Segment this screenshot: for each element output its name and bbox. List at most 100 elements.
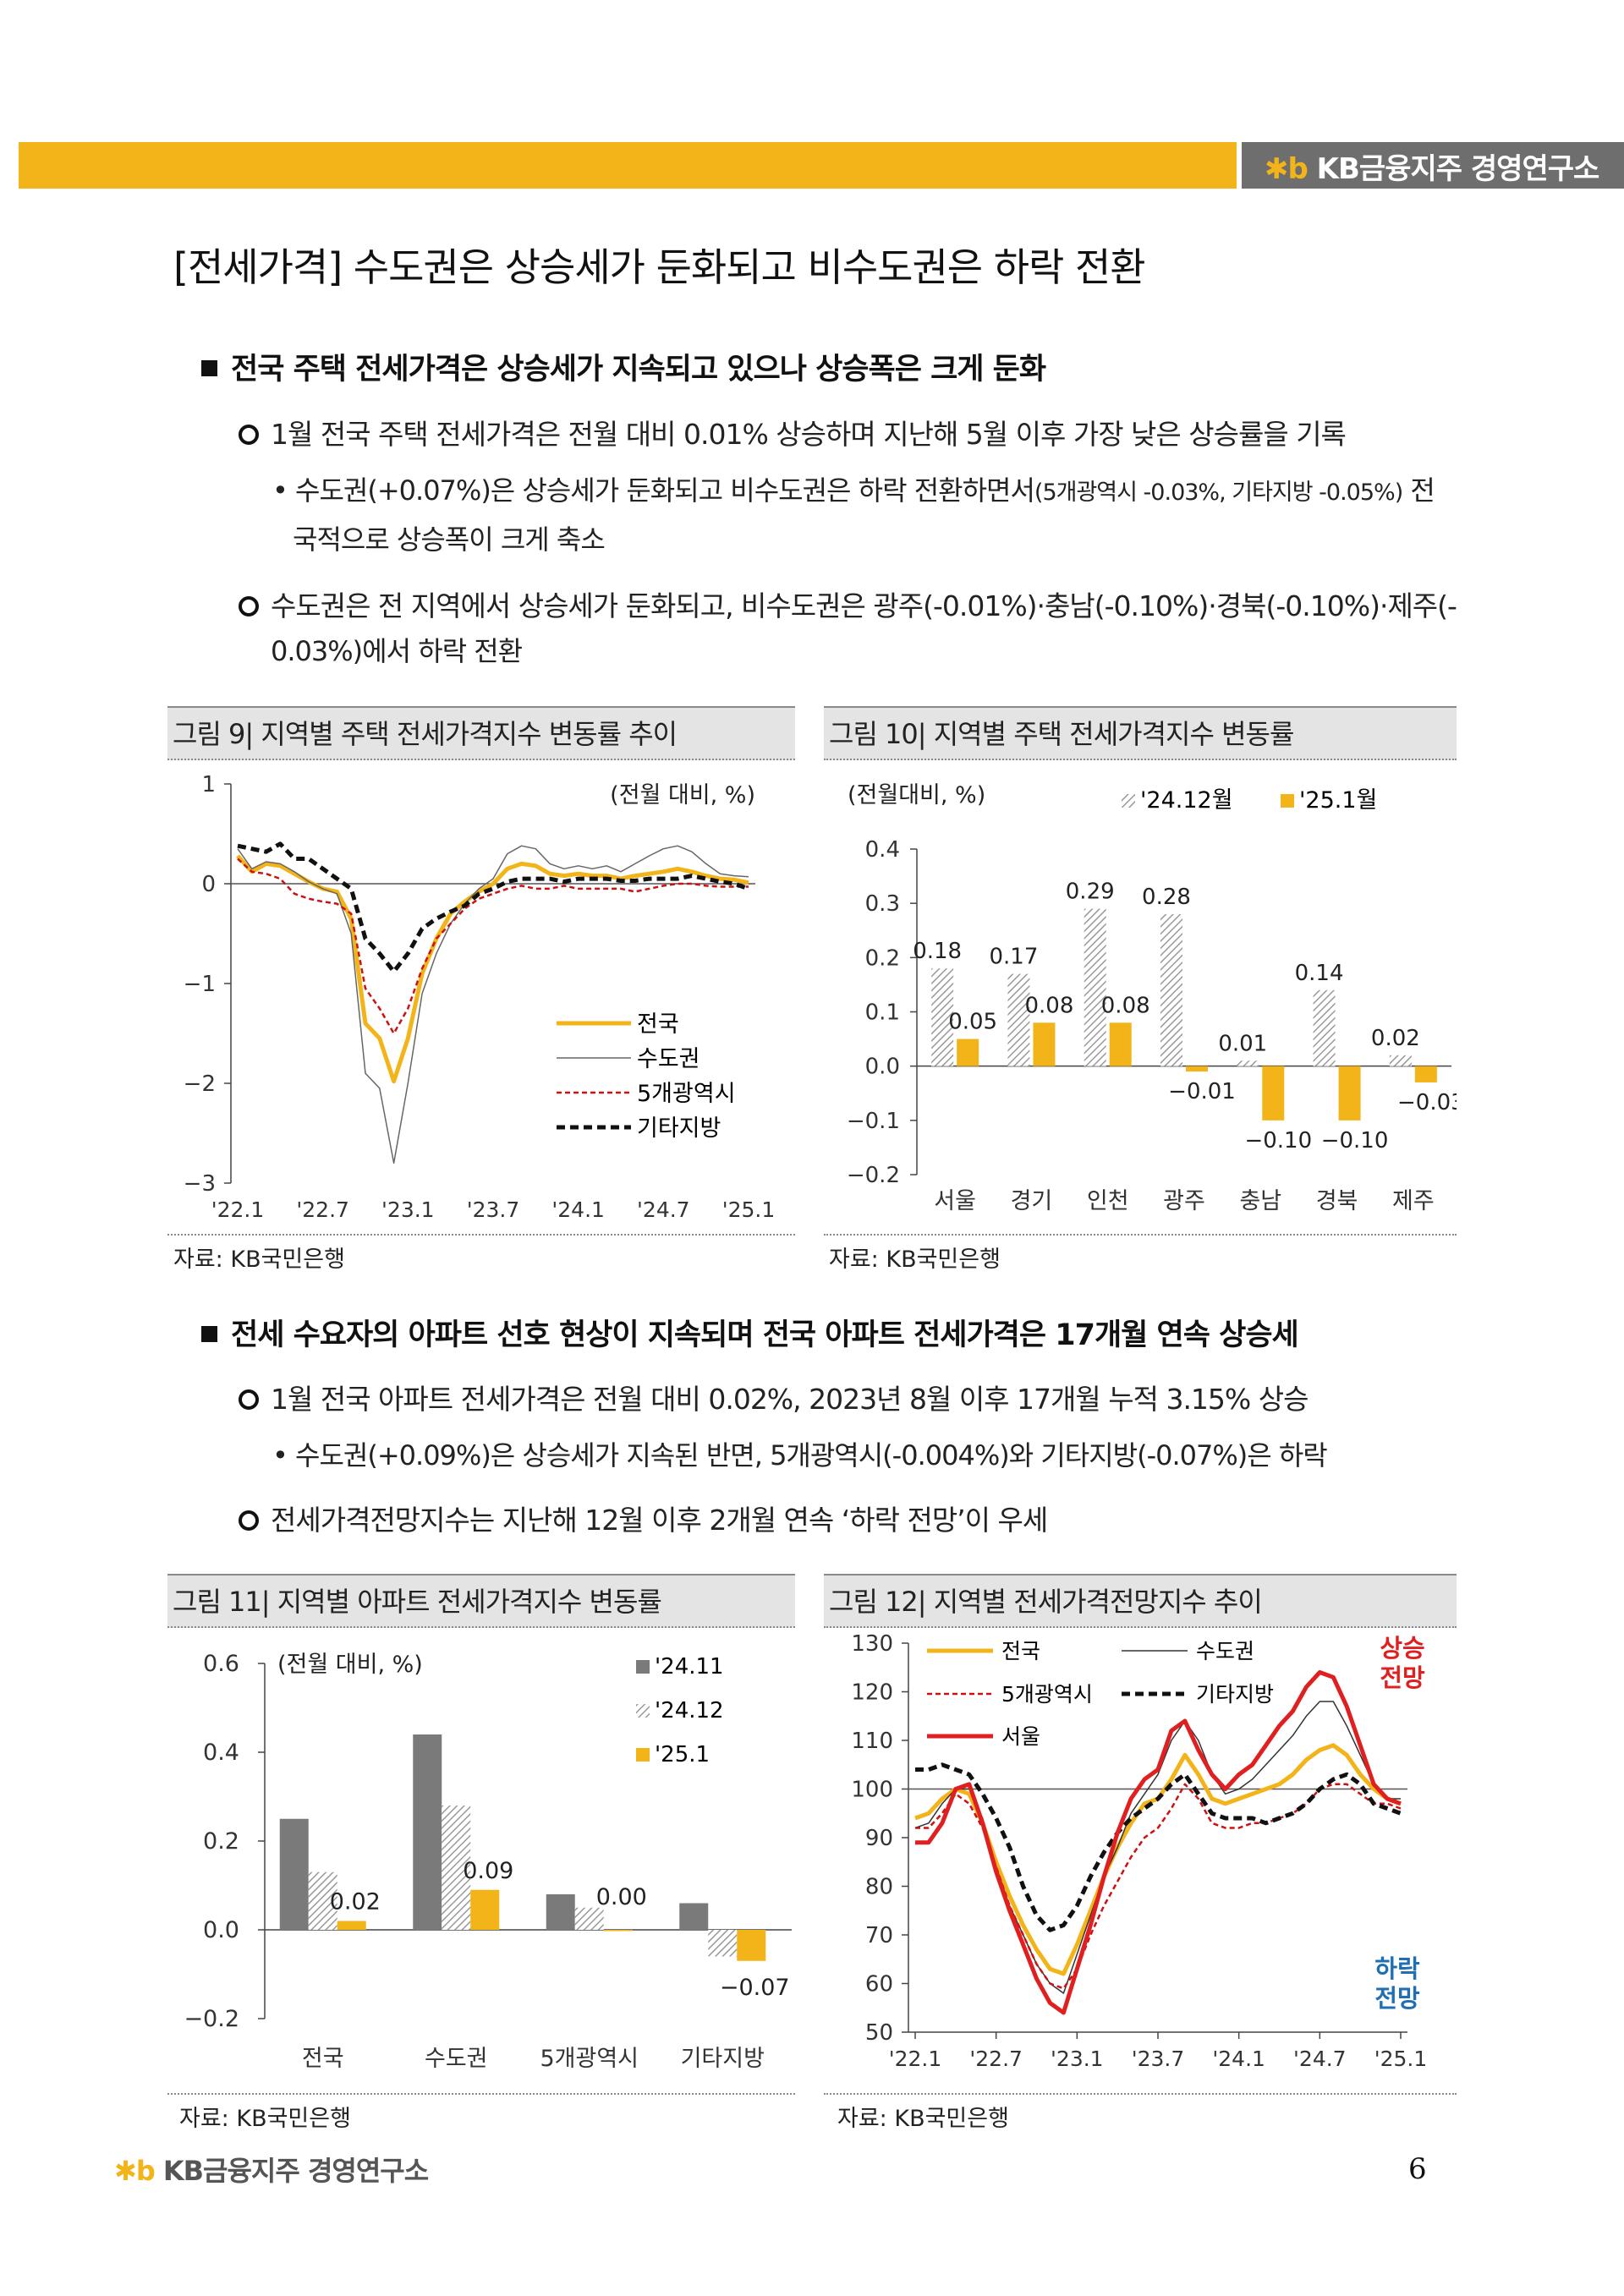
- fig12-y-tick-label: 120: [851, 1680, 893, 1706]
- fig12-x-tick-label: '22.1: [889, 2047, 942, 2071]
- footer-brand: ✱b KB금융지주 경영연구소: [114, 2150, 429, 2189]
- fig10-legend-2: '25.1월: [1299, 787, 1377, 814]
- fig10-y-tick-label: 0.2: [865, 945, 900, 971]
- header-brand-text: KB금융지주 경영연구소: [1316, 152, 1600, 186]
- fig10-bar: [1084, 908, 1106, 1066]
- section1-bullet2: 수도권은 전 지역에서 상승세가 둔화되고, 비수도권은 광주(-0.01%)·…: [239, 584, 1457, 624]
- fig11-unit: (전월 대비, %): [277, 1652, 423, 1678]
- fig10-data-label: 0.08: [1101, 993, 1150, 1018]
- fig12-caption: 그림 12| 지역별 전세가격전망지수 추이: [824, 1574, 1457, 1628]
- fig12-x-tick-label: '24.1: [1212, 2047, 1265, 2071]
- fig9-x-tick-label: '24.1: [551, 1197, 605, 1222]
- square-bullet-icon: [201, 1325, 217, 1342]
- fig12-y-tick-label: 90: [865, 1826, 893, 1851]
- fig9-y-tick-label: 0: [201, 872, 216, 897]
- fig12-legend-3: 5개광역시: [1001, 1682, 1093, 1707]
- fig10-source: 자료: KB국민은행: [829, 1247, 1001, 1273]
- fig10-category-label: 인천: [1087, 1188, 1129, 1214]
- fig9-x-tick-label: '25.1: [722, 1197, 776, 1222]
- fig10-data-label: 0.05: [948, 1010, 997, 1035]
- fig10-data-label: −0.03: [1397, 1090, 1457, 1115]
- fig10-y-tick-label: 0.1: [865, 1000, 900, 1026]
- fig9-unit: (전월 대비, %): [610, 782, 755, 808]
- fig12-bottom-rule: [824, 2093, 1457, 2095]
- fig10-data-label: 0.01: [1218, 1031, 1267, 1056]
- fig10-y-tick-label: −0.2: [847, 1163, 900, 1188]
- fig10-y-tick-label: 0.0: [865, 1055, 900, 1080]
- fig9-legend-1: 전국: [637, 1011, 679, 1038]
- fig11-y-tick-label: −0.2: [184, 2006, 239, 2032]
- section1-sub1-b: (5개광역시 -0.03%, 기타지방 -0.05%): [1034, 479, 1403, 506]
- section1-sub1-a: • 수도권(+0.07%)은 상승세가 둔화되고 비수도권은 하락 전환하면서: [272, 474, 1035, 507]
- fig9-legend-4: 기타지방: [637, 1115, 721, 1142]
- fig9-x-tick-label: '24.7: [637, 1197, 690, 1222]
- fig11-legend-1: '24.11: [655, 1654, 724, 1680]
- fig11-category-label: 전국: [302, 2046, 344, 2072]
- fig9-source: 자료: KB국민은행: [173, 1247, 345, 1273]
- fig11-bar: [442, 1806, 471, 1930]
- fig10-category-label: 충남: [1239, 1188, 1281, 1214]
- fig11-bar: [737, 1930, 766, 1961]
- section1-bullet1-text: 1월 전국 주택 전세가격은 전월 대비 0.01% 상승하며 지난해 5월 이…: [271, 418, 1347, 451]
- page-title: [전세가격] 수도권은 상승세가 둔화되고 비수도권은 하락 전환: [173, 244, 1146, 290]
- fig9-caption: 그림 9| 지역별 주택 전세가격지수 변동률 추이: [167, 706, 795, 760]
- header-brand: ✱b KB금융지주 경영연구소: [1265, 145, 1599, 187]
- fig11-bar: [337, 1921, 366, 1930]
- fig9-series-line-4: [237, 841, 749, 974]
- fig11-bar: [279, 1818, 309, 1930]
- fig11-y-tick-label: 0.6: [203, 1651, 239, 1677]
- kb-logo-icon: ✱b: [114, 2155, 156, 2187]
- section1-heading-text: 전국 주택 전세가격은 상승세가 지속되고 있으나 상승폭은 크게 둔화: [231, 353, 1046, 386]
- fig12-up-label-1: 상승: [1380, 1634, 1424, 1663]
- fig12-legend-2: 수도권: [1196, 1639, 1254, 1663]
- fig12-series-line-1: [914, 1743, 1402, 1976]
- fig11-data-label: 0.02: [330, 1889, 381, 1915]
- header-brand-box: [1242, 142, 1624, 189]
- page-number: 6: [1408, 2152, 1427, 2186]
- fig10-data-label: −0.10: [1244, 1128, 1312, 1153]
- fig11-data-label: −0.07: [720, 1975, 790, 2001]
- fig9-y-tick-label: −3: [184, 1171, 216, 1197]
- fig10-chart: (전월대비, %) '24.12월 '25.1월 0.4 0.3 0.2 0.1 0.0…: [847, 782, 1457, 1214]
- section1-bullet2-text: 수도권은 전 지역에서 상승세가 둔화되고, 비수도권은 광주(-0.01%)·…: [271, 589, 1457, 622]
- fig12-series-line-5: [915, 1670, 1402, 2015]
- fig12-x-tick-label: '23.1: [1051, 2047, 1104, 2071]
- fig10-category-label: 서울: [934, 1188, 976, 1214]
- fig10-legend-swatch-2: [1281, 794, 1294, 808]
- fig11-bottom-rule: [167, 2093, 795, 2095]
- circle-bullet-icon: [239, 595, 259, 616]
- fig10-bar: [1262, 1066, 1285, 1121]
- fig10-bar: [1338, 1066, 1361, 1121]
- section2-bullet2: 전세가격전망지수는 지난해 12월 이후 2개월 연속 ‘하락 전망’이 우세: [239, 1498, 1048, 1538]
- section2-heading-text: 전세 수요자의 아파트 선호 현상이 지속되며 전국 아파트 전세가격은 17개…: [231, 1318, 1299, 1352]
- fig9-series-line-2: [237, 845, 749, 1164]
- fig11-bar: [546, 1894, 575, 1930]
- fig10-data-label: 0.17: [989, 945, 1038, 970]
- section1-heading: 전국 주택 전세가격은 상승세가 지속되고 있으나 상승폭은 크게 둔화: [201, 345, 1046, 388]
- fig12-source: 자료: KB국민은행: [837, 2106, 1009, 2132]
- fig10-bar: [1313, 989, 1336, 1066]
- fig12-up-label-2: 전망: [1380, 1663, 1425, 1692]
- fig9-x-tick-label: '23.7: [467, 1197, 520, 1222]
- fig10-bar: [1389, 1055, 1412, 1066]
- fig12-legend-5: 서울: [1001, 1724, 1040, 1749]
- fig10-bar: [1007, 973, 1030, 1066]
- fig10-bar: [1033, 1022, 1056, 1066]
- fig10-unit: (전월대비, %): [848, 782, 985, 808]
- circle-bullet-icon: [239, 1510, 259, 1531]
- section2-bullet2-text: 전세가격전망지수는 지난해 12월 이후 2개월 연속 ‘하락 전망’이 우세: [271, 1504, 1048, 1537]
- fig10-data-label: −0.10: [1321, 1128, 1389, 1153]
- fig11-bar: [679, 1903, 709, 1930]
- fig9-bottom-rule: [167, 1234, 795, 1236]
- fig11-data-label: 0.09: [463, 1858, 513, 1884]
- section2-bullet1-text: 1월 전국 아파트 전세가격은 전월 대비 0.02%, 2023년 8월 이후…: [271, 1383, 1309, 1416]
- fig11-y-tick-label: 0.2: [203, 1828, 239, 1855]
- fig11-y-tick-label: 0.4: [203, 1740, 239, 1766]
- kb-logo-icon: ✱b: [1265, 152, 1309, 186]
- fig10-category-label: 광주: [1163, 1188, 1205, 1214]
- fig11-legend-swatch-1: [636, 1660, 650, 1674]
- fig11-bar: [708, 1930, 738, 1957]
- fig9-y-tick-label: −2: [184, 1071, 216, 1097]
- section1-sub1-line1: • 수도권(+0.07%)은 상승세가 둔화되고 비수도권은 하락 전환하면서(…: [272, 469, 1435, 508]
- fig10-data-label: 0.14: [1295, 961, 1344, 986]
